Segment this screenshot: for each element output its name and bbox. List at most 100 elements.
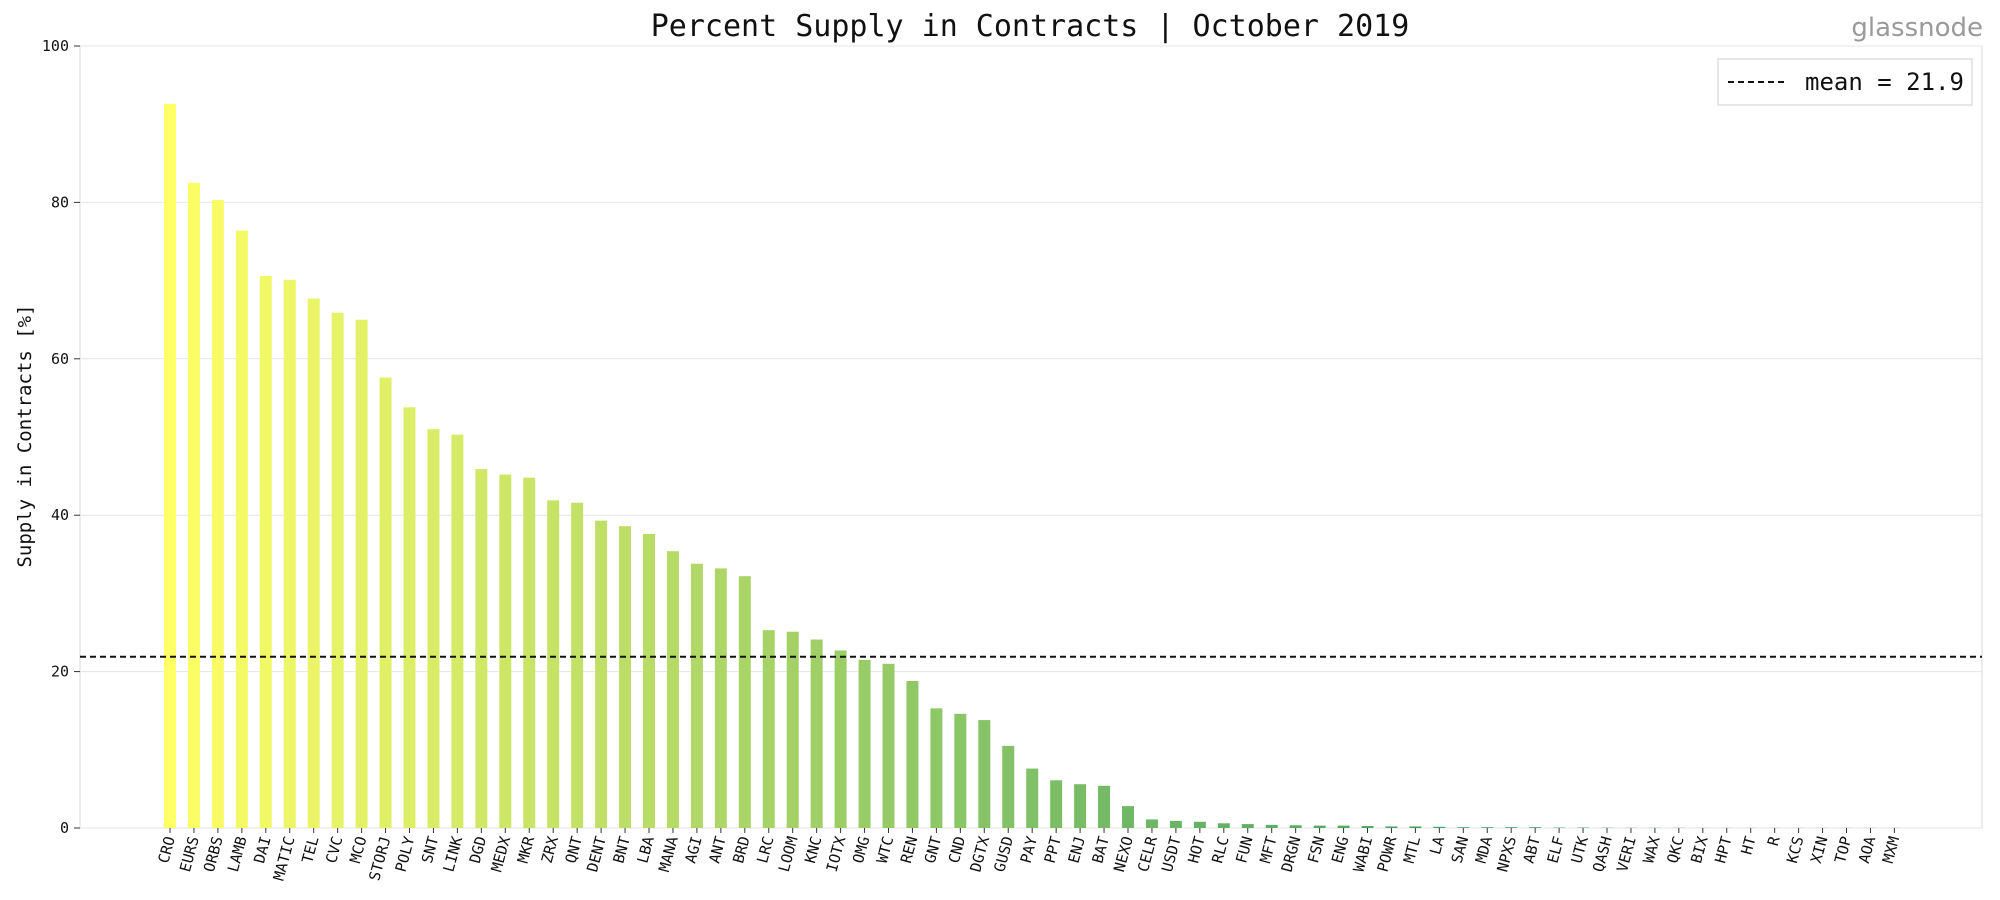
x-tick-label: BNT [610, 834, 634, 865]
bar-brd [738, 576, 751, 828]
x-tick-label: MKR [514, 833, 539, 865]
bar-matic [283, 279, 296, 828]
x-tick-label: WAX [1639, 834, 1663, 865]
x-tick-label: DENT [583, 834, 610, 874]
bar-omg [858, 659, 871, 828]
x-tick-label: LOOM [775, 834, 802, 874]
x-tick-label: GNT [921, 834, 945, 865]
x-tick-label: AOA [1855, 834, 1879, 865]
x-tick-label: FUN [1232, 834, 1256, 865]
x-tick-label: LRC [753, 834, 777, 865]
y-axis-label: Supply in Contracts [%] [14, 304, 36, 567]
y-axis: 0 20 40 60 80 100 [42, 37, 80, 837]
y-tick-label: 40 [51, 506, 69, 524]
x-tick-label: USDT [1158, 834, 1185, 874]
x-tick-label: LBA [633, 834, 657, 865]
bar-dent [595, 520, 608, 828]
bar-dai [259, 275, 272, 829]
x-tick-label: QKC [1663, 834, 1687, 865]
bar-snt [427, 429, 440, 828]
x-tick-label: HPT [1711, 834, 1735, 865]
x-tick-label: ZRX [538, 834, 562, 865]
bar-pay [1026, 768, 1039, 828]
bar-mana [666, 551, 679, 828]
bar-la [1433, 826, 1446, 828]
bar-lrc [762, 630, 775, 828]
bar-ppt [1050, 780, 1063, 828]
bar-drgn [1289, 825, 1302, 828]
bar-dgd [475, 469, 488, 828]
bar-enj [1074, 784, 1087, 828]
grid [80, 45, 1982, 829]
x-tick-label: LA [1426, 834, 1448, 856]
bar-agi [690, 563, 703, 828]
y-tick-label: 20 [51, 663, 69, 681]
x-tick-label: NEXO [1110, 834, 1137, 874]
x-tick-label: MDA [1472, 834, 1496, 865]
bar-storj [379, 377, 392, 828]
x-tick-label: TEL [298, 834, 322, 865]
bar-orbs [211, 200, 224, 828]
x-tick-label: ORBS [200, 834, 227, 874]
x-tick-label: LINK [440, 834, 467, 874]
x-tick-label: AGI [681, 834, 705, 865]
bar-lba [643, 533, 655, 828]
bars [164, 103, 1901, 829]
x-tick-label: TOP [1831, 834, 1855, 865]
bar-poly [403, 407, 416, 828]
bar-tel [307, 298, 320, 828]
x-tick-label: ABT [1520, 834, 1544, 865]
bar-gnt [930, 708, 943, 828]
x-tick-label: UTK [1568, 834, 1592, 865]
bar-nexo [1122, 806, 1134, 828]
x-tick-label: GUSD [990, 834, 1017, 874]
x-tick-label: RLC [1208, 834, 1232, 865]
x-tick-label: CVC [322, 834, 346, 865]
legend-mean-label: mean = 21.9 [1805, 68, 1964, 96]
x-tick-label: ANT [705, 834, 729, 865]
bar-fsn [1313, 825, 1326, 828]
x-tick-label: FSN [1304, 834, 1328, 865]
x-tick-label: SNT [418, 834, 442, 865]
x-tick-label: HOT [1184, 834, 1208, 865]
x-tick-label: CRO [154, 834, 178, 865]
bar-medx [499, 474, 512, 828]
bar-ren [906, 680, 919, 828]
x-tick-label: R [1764, 833, 1784, 847]
x-tick-label: QASH [1589, 834, 1616, 874]
x-tick-label: DRGN [1278, 834, 1305, 874]
x-tick-label: MEDX [487, 834, 514, 874]
x-tick-label: HT [1738, 834, 1760, 856]
y-tick-label: 60 [51, 350, 69, 368]
x-tick-label: WABI [1350, 834, 1377, 874]
x-tick-label: MANA [655, 834, 682, 874]
glassnode-logo: glassnode [1851, 13, 1983, 43]
bar-knc [810, 639, 823, 828]
x-tick-label: DGTX [966, 834, 993, 874]
bar-rlc [1217, 823, 1230, 828]
x-tick-label: PPT [1041, 834, 1065, 865]
y-tick-label: 0 [60, 819, 69, 837]
bar-celr [1145, 819, 1158, 828]
x-tick-label: XIN [1807, 834, 1831, 865]
bar-ant [714, 568, 727, 828]
chart-title: Percent Supply in Contracts | October 20… [651, 9, 1410, 44]
bar-lamb [235, 230, 248, 828]
bar-qnt [571, 502, 584, 828]
x-tick-label: MTL [1400, 834, 1424, 865]
bar-wabi [1361, 826, 1374, 828]
x-tick-label: MXM [1879, 834, 1903, 865]
x-tick-label: ELF [1544, 834, 1568, 865]
x-tick-label: MFT [1256, 834, 1280, 865]
x-tick-label: OMG [849, 834, 873, 865]
bar-mft [1265, 824, 1278, 828]
x-tick-label: POLY [392, 834, 419, 874]
x-tick-label: ENG [1328, 834, 1352, 865]
x-tick-label: POWR [1374, 833, 1401, 873]
x-tick-label: LAMB [224, 834, 251, 874]
x-tick-label: KCS [1783, 834, 1807, 865]
x-tick-label: QNT [562, 834, 586, 865]
x-tick-label: EURS [176, 834, 203, 874]
x-tick-label: REN [897, 834, 921, 865]
